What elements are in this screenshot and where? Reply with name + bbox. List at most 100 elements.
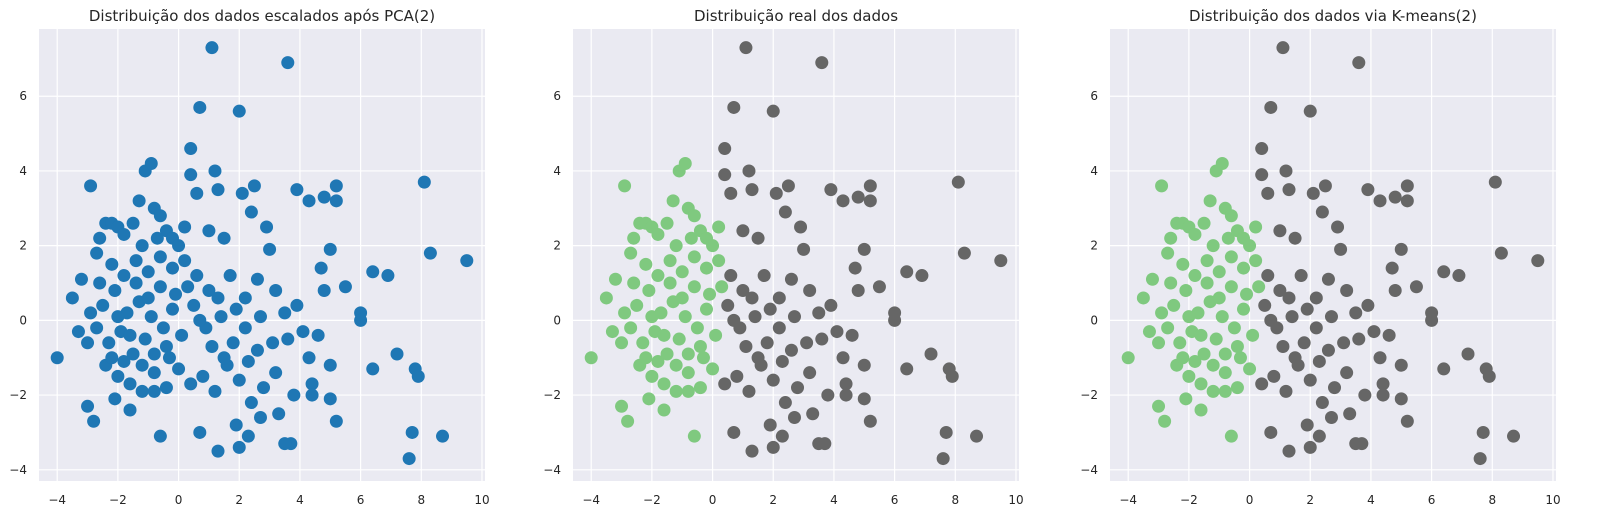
- scatter-point: [205, 41, 219, 55]
- scatter-point: [141, 265, 155, 279]
- scatter-point: [1452, 269, 1466, 283]
- scatter-point: [745, 444, 759, 458]
- scatter-point: [1358, 388, 1372, 402]
- scatter-point: [93, 276, 107, 290]
- scatter-point: [1373, 351, 1387, 365]
- scatter-point: [317, 283, 331, 297]
- x-tick-label: 0: [709, 493, 717, 507]
- scatter-point: [217, 351, 231, 365]
- scatter-point: [1243, 362, 1257, 376]
- scatter-point: [235, 186, 249, 200]
- scatter-point: [196, 369, 210, 383]
- scatter-point: [1394, 392, 1408, 406]
- scatter-point: [141, 291, 155, 305]
- x-tick-label: 10: [1545, 493, 1560, 507]
- scatter-point: [153, 209, 167, 223]
- scatter-point: [1400, 194, 1414, 208]
- scatter-point: [1507, 429, 1521, 443]
- scatter-point: [605, 325, 619, 339]
- scatter-point: [851, 190, 865, 204]
- scatter-point: [1352, 332, 1366, 346]
- scatter-point: [1236, 302, 1250, 316]
- scatter-point: [703, 287, 717, 301]
- scatter-point: [706, 239, 720, 253]
- scatter-point: [153, 429, 167, 443]
- x-tick-label: −2: [643, 493, 661, 507]
- scatter-point: [1255, 168, 1269, 182]
- scatter-point: [96, 298, 110, 312]
- scatter-point: [724, 269, 738, 283]
- scatter-point: [766, 104, 780, 118]
- scatter-point: [1164, 276, 1178, 290]
- scatter-point: [696, 351, 710, 365]
- scatter-point: [900, 362, 914, 376]
- scatter-point: [187, 298, 201, 312]
- scatter-point: [108, 283, 122, 297]
- scatter-point: [211, 183, 225, 197]
- scatter-point: [1227, 321, 1241, 335]
- scatter-point: [132, 194, 146, 208]
- scatter-point: [1206, 384, 1220, 398]
- scatter-point: [190, 186, 204, 200]
- scatter-point: [250, 343, 264, 357]
- scatter-point: [803, 283, 817, 297]
- scatter-point: [584, 351, 598, 365]
- scatter-point: [314, 261, 328, 275]
- scatter-point: [1258, 298, 1272, 312]
- scatter-points: [1121, 41, 1545, 466]
- scatter-point: [81, 336, 95, 350]
- scatter-point: [1361, 183, 1375, 197]
- scatter-point: [845, 328, 859, 342]
- scatter-point: [1425, 313, 1439, 327]
- scatter-point: [1230, 340, 1244, 354]
- scatter-point: [657, 403, 671, 417]
- scatter-point: [1209, 332, 1223, 346]
- scatter-point: [250, 272, 264, 286]
- scatter-point: [797, 242, 811, 256]
- scatter-point: [1255, 142, 1269, 156]
- scatter-point: [1264, 100, 1278, 114]
- scatter-point: [678, 156, 692, 170]
- scatter-point: [1437, 265, 1451, 279]
- scatter-point: [1312, 429, 1326, 443]
- scatter-point: [117, 227, 131, 241]
- scatter-point: [727, 425, 741, 439]
- scatter-point: [1136, 291, 1150, 305]
- scatter-point: [621, 414, 635, 428]
- scatter-point: [1218, 347, 1232, 361]
- x-tick-label: 2: [769, 493, 777, 507]
- scatter-point: [636, 336, 650, 350]
- scatter-point: [1400, 414, 1414, 428]
- scatter-point: [775, 429, 789, 443]
- scatter-points: [584, 41, 1008, 466]
- scatter-point: [366, 265, 380, 279]
- scatter-point: [745, 291, 759, 305]
- scatter-point: [709, 328, 723, 342]
- scatter-point: [190, 269, 204, 283]
- scatter-point: [178, 254, 192, 268]
- scatter-point: [287, 388, 301, 402]
- tick-labels: −4 −2 0 2 4 6 8 10 −4 −2 0 2 4 6: [1080, 89, 1560, 507]
- scatter-point: [657, 328, 671, 342]
- scatter-point: [159, 381, 173, 395]
- scatter-point: [718, 142, 732, 156]
- y-tick-label: −4: [9, 463, 27, 477]
- scatter-point: [660, 347, 674, 361]
- scatter-point: [1194, 328, 1208, 342]
- scatter-point: [739, 41, 753, 55]
- scatter-point: [1252, 280, 1266, 294]
- tick-labels: −4 −2 0 2 4 6 8 10 −4 −2 0 2 4 6: [543, 89, 1023, 507]
- y-tick-label: 0: [19, 313, 27, 327]
- scatter-point: [1321, 343, 1335, 357]
- scatter-point: [126, 347, 140, 361]
- scatter-point: [1179, 283, 1193, 297]
- scatter-point: [736, 224, 750, 238]
- scatter-point: [1236, 261, 1250, 275]
- y-tick-label: −2: [9, 388, 27, 402]
- scatter-point: [751, 231, 765, 245]
- scatter-point: [624, 246, 638, 260]
- scatter-point: [90, 321, 104, 335]
- scatter-point: [1200, 254, 1214, 268]
- plot-background: [1110, 29, 1556, 481]
- scatter-point: [1488, 175, 1502, 189]
